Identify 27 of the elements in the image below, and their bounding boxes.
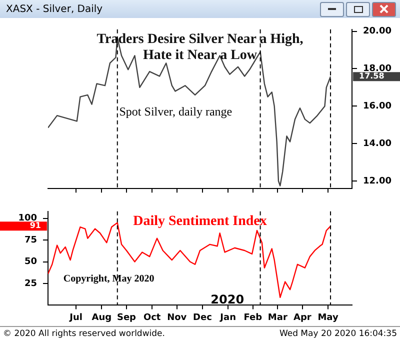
y-tick-label: 14.00: [363, 138, 392, 149]
x-tick-label: Sep: [116, 312, 137, 323]
x-tick-label: Oct: [143, 312, 162, 323]
y-tick-label: 50: [24, 257, 37, 268]
y-tick-label: 12.00: [363, 176, 392, 186]
annotation: Copyright, May 2020: [63, 274, 154, 285]
x-tick-label: Aug: [92, 312, 112, 323]
x-tick-label: May: [318, 312, 338, 323]
text: 91: [30, 221, 42, 230]
chart-title: Daily Sentiment Index: [133, 214, 267, 230]
y-tick-label: 25: [24, 278, 37, 289]
text: 17.58: [359, 72, 385, 81]
y-tick-label: 75: [24, 235, 37, 246]
y-tick-label: 20.00: [363, 26, 392, 37]
x-tick-label: Mar: [268, 312, 288, 323]
text: XASX - Silver, Daily: [6, 4, 104, 14]
x-tick-label: Dec: [193, 312, 212, 323]
annotation: Spot Silver, daily range: [119, 104, 232, 118]
text: Wed May 20 2020 16:04:35: [279, 328, 397, 338]
x-tick-label: Jul: [68, 312, 83, 323]
y-tick-label: 16.00: [363, 102, 392, 112]
x-tick-label: Jan: [219, 312, 236, 323]
annotation: 2020: [210, 292, 244, 307]
text: © 2020 All rights reserved worldwide.: [3, 328, 165, 338]
x-tick-label: Feb: [244, 312, 263, 323]
x-tick-label: Nov: [167, 312, 187, 323]
x-tick-label: Apr: [294, 312, 312, 323]
